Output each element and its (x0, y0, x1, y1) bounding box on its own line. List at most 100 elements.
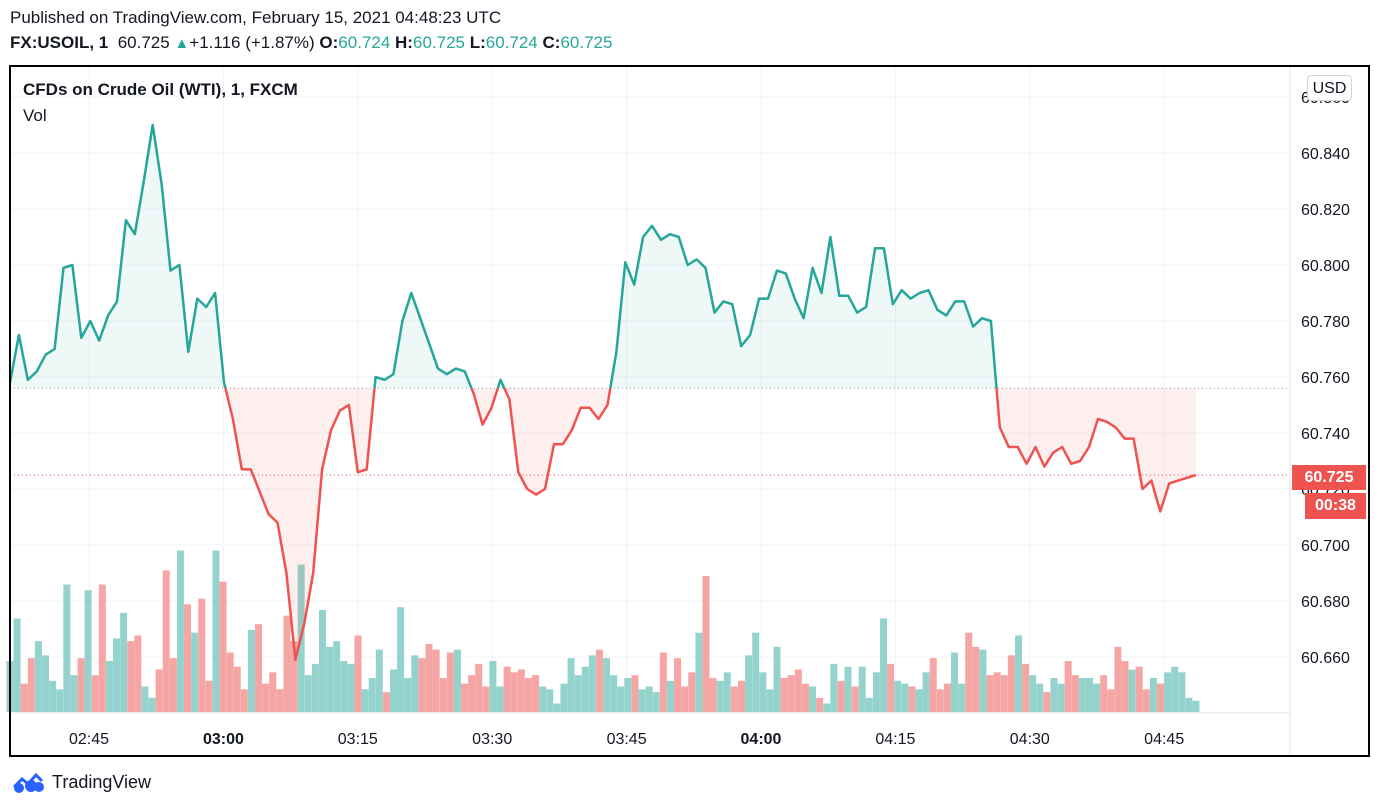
volume-bar (659, 652, 667, 712)
line-segment-above (8, 123, 227, 389)
volume-bar (624, 678, 632, 712)
volume-bar (240, 689, 248, 712)
low-label: L: (469, 33, 486, 52)
line-segment-above (609, 224, 998, 389)
y-tick-label: 60.740 (1301, 426, 1350, 443)
currency-button[interactable]: USD (1307, 75, 1352, 101)
volume-bar (276, 689, 284, 712)
volume-bar (1156, 683, 1164, 712)
tradingview-footer[interactable]: TradingView (10, 771, 151, 793)
volume-bar (958, 683, 966, 712)
volume-bar (553, 703, 561, 712)
volume-bar (176, 550, 184, 712)
area-fill-above (610, 225, 997, 389)
volume-bar (134, 635, 142, 712)
volume-bar (98, 584, 106, 712)
x-tick-label: 04:00 (741, 731, 782, 748)
volume-bar (461, 683, 469, 712)
volume-bar (780, 678, 788, 712)
volume-bar (645, 686, 653, 712)
line-segment-below (995, 388, 1197, 513)
x-tick-label: 03:00 (203, 731, 244, 748)
volume-bar (773, 646, 781, 712)
volume-bar (837, 680, 845, 712)
instrument-title: CFDs on Crude Oil (WTI), 1, FXCM (23, 80, 298, 99)
volume-bar (880, 618, 888, 712)
volume-bar (162, 570, 170, 712)
high-value: 60.725 (412, 33, 465, 52)
line-segment-below (503, 387, 612, 496)
volume-bar (56, 689, 64, 712)
up-arrow-icon: ▲ (174, 35, 190, 52)
volume-bar (1057, 683, 1065, 712)
open-label: O: (319, 33, 339, 52)
published-caption: Published on TradingView.com, February 1… (10, 8, 502, 27)
volume-bar (63, 584, 71, 712)
volume-bar (631, 675, 639, 712)
volume-bar (262, 683, 270, 712)
area-fill-below (471, 388, 498, 425)
volume-bar (567, 658, 575, 712)
volume-bar (681, 686, 689, 712)
volume-bar (397, 607, 405, 712)
volume-bar (723, 672, 731, 712)
volume-bar (91, 675, 99, 712)
x-tick-label: 02:45 (69, 731, 109, 748)
volume-bar (411, 655, 419, 712)
volume-bar (84, 590, 92, 712)
volume-bar (532, 675, 540, 712)
volume-bar (120, 612, 128, 712)
volume-bar (915, 689, 923, 712)
volume-bar (1107, 689, 1115, 712)
area-fill-above (10, 125, 226, 389)
volume-bar (318, 610, 326, 712)
volume-bar (311, 663, 319, 712)
volume-bar (539, 686, 547, 712)
volume-bar (759, 672, 767, 712)
volume-bar (1007, 655, 1015, 712)
volume-bar (1185, 697, 1193, 712)
volume-bar (468, 675, 476, 712)
volume-bar (546, 689, 554, 712)
volume-bar (603, 658, 611, 712)
volume-bar (1050, 678, 1058, 712)
baseline-area (10, 125, 1290, 660)
volume-bar (652, 692, 660, 712)
symbol-label: FX:USOIL, 1 (10, 33, 109, 52)
volume-bar (42, 655, 50, 712)
volume-bar (425, 644, 433, 712)
volume-bar (361, 689, 369, 712)
bar-countdown-tag: 00:38 (1305, 493, 1366, 519)
volume-bar (389, 669, 397, 712)
volume-bar (482, 686, 490, 712)
volume-bar (127, 641, 135, 712)
volume-bar (368, 678, 376, 712)
volume-bar (524, 678, 532, 712)
volume-bar (1064, 661, 1072, 712)
volume-bar (730, 686, 738, 712)
volume-bar (205, 680, 213, 712)
volume-bar (737, 680, 745, 712)
volume-bar (20, 683, 28, 712)
brand-name: TradingView (52, 771, 152, 792)
volume-bar (574, 675, 582, 712)
volume-bar (418, 658, 426, 712)
volume-bar (951, 652, 959, 712)
volume-bars (6, 550, 1200, 712)
close-label: C: (542, 33, 561, 52)
line-segment-above (373, 291, 473, 389)
volume-bar (702, 576, 710, 712)
volume-bar (382, 692, 390, 712)
volume-bar (801, 683, 809, 712)
volume-bar (830, 663, 838, 712)
volume-bar (901, 683, 909, 712)
volume-bar (617, 686, 625, 712)
volume-bar (290, 641, 298, 712)
volume-bar (865, 697, 873, 712)
price-change: +1.116 (+1.87%) (189, 33, 315, 52)
volume-bar (304, 675, 312, 712)
volume-bar (858, 666, 866, 712)
last-price-tag: 60.725 (1292, 465, 1366, 490)
volume-bar (816, 697, 824, 712)
volume-bar (943, 683, 951, 712)
